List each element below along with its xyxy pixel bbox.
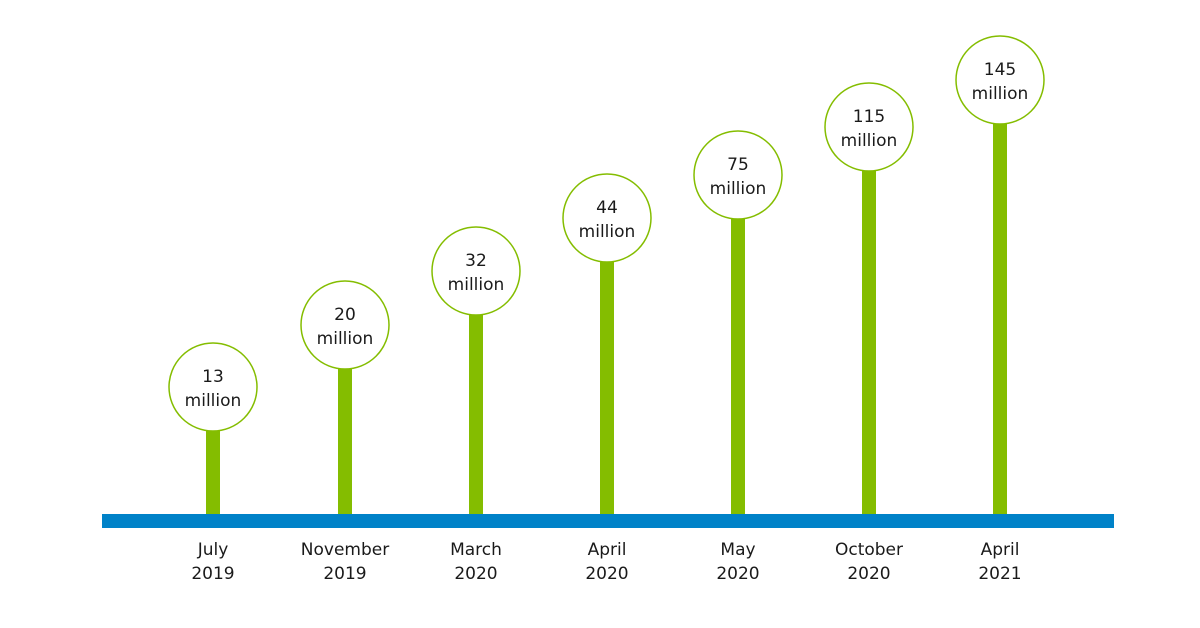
date-label: May 2020 [716,540,759,584]
data-label: 115 million [841,107,898,151]
data-label-number: 44 [596,198,618,218]
date-label-year: 2020 [585,564,628,584]
value-bubble [300,280,390,370]
bar [862,127,876,514]
data-label: 20 million [317,305,374,349]
data-label-number: 145 [984,60,1016,80]
bar [338,325,352,514]
bars-group [206,80,1007,514]
bar [731,175,745,514]
data-label-number: 13 [202,367,224,387]
date-label: November 2019 [301,540,389,584]
date-label-year: 2019 [191,564,234,584]
value-bubble [168,342,258,432]
date-label-month: October [835,540,903,560]
bar [469,271,483,514]
date-label-month: April [588,540,627,560]
timeline-axis [102,514,1114,528]
data-label: 32 million [448,251,505,295]
data-label-unit: million [972,84,1029,104]
value-bubble [955,35,1045,125]
date-label: April 2021 [978,540,1021,584]
date-label-year: 2020 [847,564,890,584]
date-label: March 2020 [450,540,502,584]
data-label-number: 75 [727,155,749,175]
bubbles-group: 13 million 20 million 32 million 44 million 75 mi… [168,35,1045,432]
date-label: October 2020 [835,540,903,584]
date-label-month: July [197,540,229,560]
date-label-year: 2020 [454,564,497,584]
date-label-year: 2020 [716,564,759,584]
value-bubble [431,226,521,316]
data-label-number: 20 [334,305,356,325]
value-bubble [562,173,652,263]
date-label: July 2019 [191,540,234,584]
date-label-month: November [301,540,389,560]
data-label: 44 million [579,198,636,242]
data-label-unit: million [841,131,898,151]
value-bubble [693,130,783,220]
data-label-unit: million [317,329,374,349]
date-label-month: March [450,540,502,560]
date-label-month: May [720,540,755,560]
data-label-number: 32 [465,251,487,271]
date-label-year: 2021 [978,564,1021,584]
bar [600,218,614,514]
date-label-year: 2019 [323,564,366,584]
data-label-number: 115 [853,107,885,127]
data-label-unit: million [710,179,767,199]
bar [993,80,1007,514]
data-label-unit: million [579,222,636,242]
date-label-month: April [981,540,1020,560]
data-label-unit: million [185,391,242,411]
data-label: 75 million [710,155,767,199]
data-label: 145 million [972,60,1029,104]
value-bubble [824,82,914,172]
date-label: April 2020 [585,540,628,584]
data-label-unit: million [448,275,505,295]
data-label: 13 million [185,367,242,411]
